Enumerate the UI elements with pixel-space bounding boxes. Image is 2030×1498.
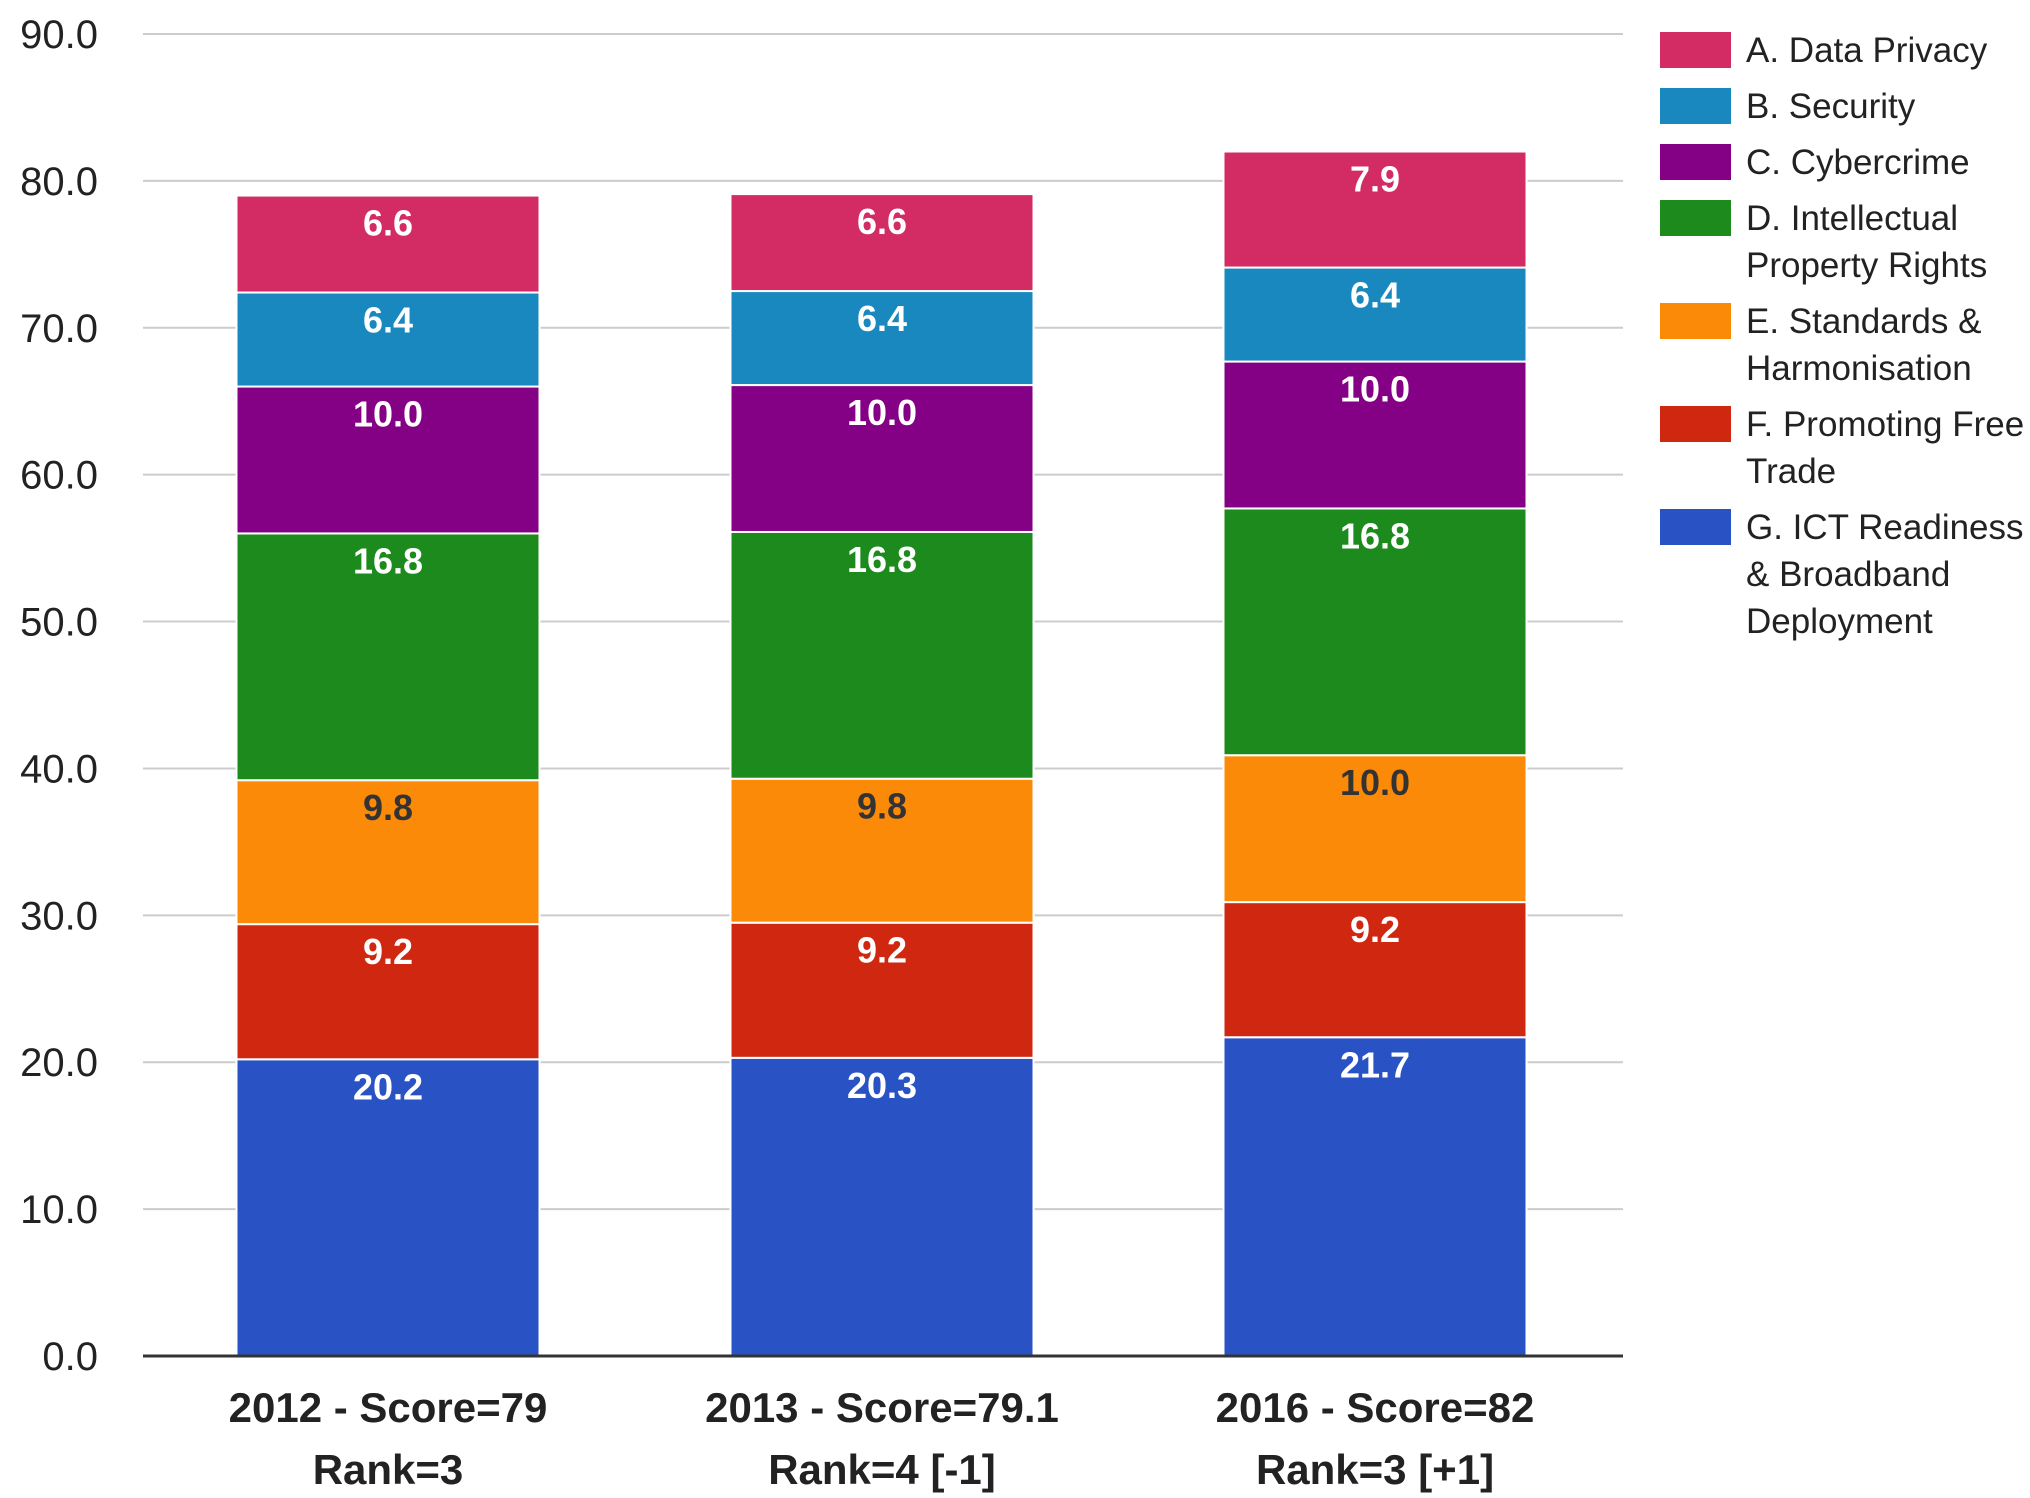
legend-item: A. Data Privacy: [1660, 31, 1988, 70]
y-tick-label: 40.0: [20, 747, 98, 791]
bar-segment: [1222, 150, 1528, 269]
data-label: 21.7: [1340, 1044, 1410, 1085]
data-label: 16.8: [1340, 515, 1410, 556]
bar-segment: [729, 384, 1035, 533]
data-label: 9.2: [363, 931, 413, 972]
data-label: 6.4: [363, 300, 413, 341]
data-label: 6.4: [857, 298, 907, 339]
bar-segment: [729, 1056, 1035, 1357]
bar-segment: [235, 923, 541, 1061]
bar-segment: [729, 290, 1035, 387]
legend-label: C. Cybercrime: [1746, 143, 1970, 182]
legend-label: B. Security: [1746, 87, 1916, 126]
bar-segment: [1222, 266, 1528, 363]
legend-swatch: [1660, 88, 1731, 124]
bar-stack: 21.7 9.2 10.0 16.8 10.0 6.4 7.9: [1222, 150, 1528, 1357]
legend-swatch: [1660, 509, 1731, 545]
legend-item: G. ICT Readiness & Broadband Deployment: [1660, 508, 2024, 641]
x-category-label: Rank=4 [-1]: [768, 1446, 996, 1493]
data-label: 6.6: [857, 201, 907, 242]
bar-segment: [1222, 754, 1528, 904]
legend-item: B. Security: [1660, 87, 1916, 126]
bar-stacks: 20.2 9.2 9.8 16.8 10.0 6.4 6.6 20.3 9.2 9.8 16.8 10…: [235, 150, 1528, 1357]
x-category-label: Rank=3 [+1]: [1256, 1446, 1494, 1493]
legend-item: F. Promoting Free Trade: [1660, 405, 2024, 491]
legend-swatch: [1660, 144, 1731, 180]
bar-segment: [1222, 507, 1528, 757]
legend: A. Data Privacy B. Security C. Cybercrime D…: [1660, 31, 2024, 641]
y-axis-tick-labels: 0.0 10.0 20.0 30.0 40.0 50.0 60.0 70.0 80.0 90.0: [20, 13, 98, 1379]
bar-segment: [235, 779, 541, 926]
x-category-label: Rank=3: [313, 1446, 464, 1493]
bar-segment: [235, 532, 541, 782]
bar-segment: [1222, 1036, 1528, 1357]
data-label: 16.8: [353, 540, 423, 581]
bar-segment: [729, 921, 1035, 1059]
y-tick-label: 60.0: [20, 454, 98, 498]
y-tick-label: 50.0: [20, 601, 98, 645]
legend-label: A. Data Privacy: [1746, 31, 1988, 70]
bar-segment: [235, 291, 541, 388]
legend-swatch: [1660, 200, 1731, 236]
data-label: 6.4: [1350, 275, 1400, 316]
legend-label: Harmonisation: [1746, 349, 1972, 388]
x-category-label: 2012 - Score=79: [229, 1384, 548, 1431]
y-tick-label: 20.0: [20, 1041, 98, 1085]
data-label: 20.2: [353, 1066, 423, 1107]
legend-item: D. Intellectual Property Rights: [1660, 199, 1987, 285]
data-label: 20.3: [847, 1065, 917, 1106]
y-tick-label: 80.0: [20, 160, 98, 204]
data-label: 9.2: [857, 930, 907, 971]
bar-segment: [235, 385, 541, 535]
data-label: 6.6: [363, 203, 413, 244]
data-label: 10.0: [1340, 762, 1410, 803]
bar-segment: [1222, 360, 1528, 510]
legend-label: Deployment: [1746, 602, 1933, 641]
bar-stack: 20.2 9.2 9.8 16.8 10.0 6.4 6.6: [235, 194, 541, 1357]
bar-segment: [235, 1058, 541, 1357]
bar-segment: [729, 193, 1035, 293]
y-tick-label: 90.0: [20, 13, 98, 57]
legend-label: Property Rights: [1746, 246, 1987, 285]
legend-item: C. Cybercrime: [1660, 143, 1970, 182]
legend-swatch: [1660, 32, 1731, 68]
x-axis-category-labels: 2012 - Score=79 Rank=3 2013 - Score=79.1 Ra…: [229, 1384, 1535, 1493]
x-category-label: 2013 - Score=79.1: [705, 1384, 1059, 1431]
data-label: 9.2: [1350, 909, 1400, 950]
legend-label: E. Standards &: [1746, 302, 1981, 341]
legend-swatch: [1660, 303, 1731, 339]
bar-stack: 20.3 9.2 9.8 16.8 10.0 6.4 6.6: [729, 193, 1035, 1357]
data-label: 16.8: [847, 539, 917, 580]
y-tick-label: 30.0: [20, 894, 98, 938]
data-label: 9.8: [857, 786, 907, 827]
bar-segment: [729, 777, 1035, 924]
legend-label: & Broadband: [1746, 555, 1950, 594]
legend-item: E. Standards & Harmonisation: [1660, 302, 1981, 388]
legend-label: D. Intellectual: [1746, 199, 1958, 238]
legend-label: G. ICT Readiness: [1746, 508, 2024, 547]
y-tick-label: 0.0: [42, 1335, 98, 1379]
legend-label: Trade: [1746, 452, 1836, 491]
bar-segment: [1222, 901, 1528, 1039]
y-tick-label: 70.0: [20, 307, 98, 351]
legend-label: F. Promoting Free: [1746, 405, 2024, 444]
x-category-label: 2016 - Score=82: [1216, 1384, 1535, 1431]
data-label: 7.9: [1350, 159, 1400, 200]
data-label: 10.0: [353, 394, 423, 435]
legend-swatch: [1660, 406, 1731, 442]
data-label: 9.8: [363, 787, 413, 828]
data-label: 10.0: [1340, 369, 1410, 410]
y-tick-label: 10.0: [20, 1188, 98, 1232]
bar-segment: [235, 194, 541, 294]
data-label: 10.0: [847, 392, 917, 433]
